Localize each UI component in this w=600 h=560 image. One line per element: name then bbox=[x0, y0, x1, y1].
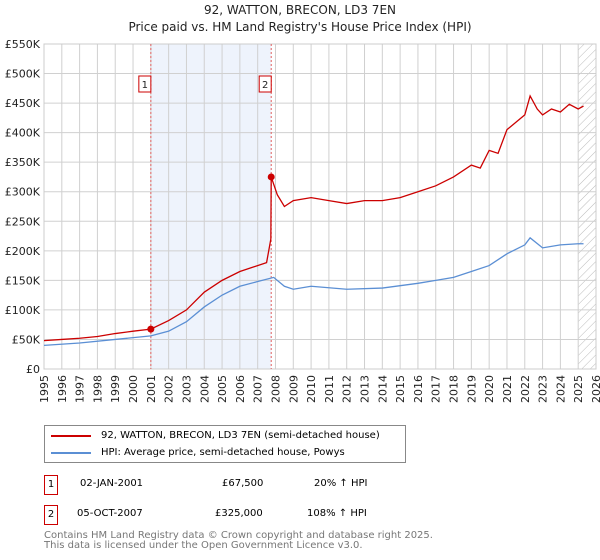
price-chart: 1995 1996 1997 1998 1999 2000 2001 2002 2003 2004… bbox=[5, 38, 600, 403]
sale-hpi: 20% ↑ HPI bbox=[314, 478, 368, 489]
sale-price: £325,000 bbox=[215, 508, 263, 519]
y-tick-label: £200K bbox=[5, 245, 41, 258]
x-tick-label: 2020 bbox=[483, 375, 496, 403]
x-tick-label: 1995 bbox=[38, 375, 51, 403]
sale-point bbox=[147, 325, 155, 333]
sale-marker-box bbox=[258, 75, 272, 93]
legend-label: 92, WATTON, BRECON, LD3 7EN (semi-detach… bbox=[101, 430, 380, 441]
sale-marker-box bbox=[138, 75, 152, 93]
series-line bbox=[43, 94, 584, 342]
x-tick-label: 1997 bbox=[74, 375, 87, 403]
x-tick-label: 2013 bbox=[359, 375, 372, 403]
x-tick-label: 2023 bbox=[537, 375, 550, 403]
y-tick-label: £0 bbox=[26, 363, 40, 376]
y-tick-label: £500K bbox=[5, 68, 41, 81]
sale-point bbox=[267, 173, 275, 181]
footer-line: This data is licensed under the Open Gov… bbox=[44, 540, 363, 551]
x-tick-label: 2022 bbox=[519, 375, 532, 403]
y-tick-label: £550K bbox=[5, 38, 41, 51]
y-tick-label: £150K bbox=[5, 274, 41, 287]
x-tick-label: 2025 bbox=[572, 375, 585, 403]
x-tick-label: 2003 bbox=[180, 375, 193, 403]
x-tick-label: 2017 bbox=[430, 375, 443, 403]
y-tick-label: £100K bbox=[5, 304, 41, 317]
x-tick-label: 2019 bbox=[465, 375, 478, 403]
y-tick-label: £300K bbox=[5, 186, 41, 199]
x-tick-label: 2021 bbox=[501, 375, 514, 403]
x-tick-label: 2015 bbox=[394, 375, 407, 403]
legend-label: HPI: Average price, semi-detached house,… bbox=[101, 447, 345, 458]
y-tick-label: £400K bbox=[5, 127, 41, 140]
y-tick-label: £450K bbox=[5, 97, 41, 110]
x-tick-label: 2016 bbox=[412, 375, 425, 403]
x-tick-label: 1999 bbox=[109, 375, 122, 403]
sale-date: 02-JAN-2001 bbox=[80, 478, 144, 489]
x-tick-label: 2005 bbox=[216, 375, 229, 403]
x-tick-label: 2010 bbox=[305, 375, 318, 403]
sale-row: 1 02-JAN-2001 £67,500 20% ↑ HPI bbox=[44, 475, 444, 495]
legend-item-hpi: HPI: Average price, semi-detached house,… bbox=[51, 447, 345, 458]
x-tick-label: 2011 bbox=[323, 375, 336, 403]
sale-price: £67,500 bbox=[222, 478, 264, 489]
sale-date: 05-OCT-2007 bbox=[77, 508, 143, 519]
footer: Contains HM Land Registry data © Crown c… bbox=[44, 531, 433, 551]
footer-line: Contains HM Land Registry data © Crown c… bbox=[44, 530, 433, 541]
legend-item-property: 92, WATTON, BRECON, LD3 7EN (semi-detach… bbox=[51, 430, 380, 441]
x-tick-label: 2026 bbox=[590, 375, 600, 403]
x-tick-label: 2012 bbox=[341, 375, 354, 403]
x-tick-label: 2008 bbox=[269, 375, 282, 403]
sale-marker-label: 2 bbox=[262, 80, 268, 91]
sale-hpi: 108% ↑ HPI bbox=[307, 508, 367, 519]
x-tick-label: 2007 bbox=[252, 375, 265, 403]
chart-legend: 92, WATTON, BRECON, LD3 7EN (semi-detach… bbox=[44, 425, 406, 463]
x-tick-label: 2001 bbox=[145, 375, 158, 403]
x-tick-label: 2002 bbox=[163, 375, 176, 403]
x-tick-label: 2014 bbox=[376, 375, 389, 403]
shaded-period bbox=[150, 44, 272, 369]
chart-subtitle: Price paid vs. HM Land Registry's House … bbox=[128, 20, 472, 34]
x-tick-label: 1996 bbox=[56, 375, 69, 403]
x-tick-label: 2000 bbox=[127, 375, 140, 403]
x-tick-label: 2009 bbox=[287, 375, 300, 403]
y-tick-label: £350K bbox=[5, 156, 41, 169]
x-tick-label: 1998 bbox=[91, 375, 104, 403]
x-tick-label: 2006 bbox=[234, 375, 247, 403]
x-tick-label: 2024 bbox=[554, 375, 567, 403]
chart-title: 92, WATTON, BRECON, LD3 7EN bbox=[203, 3, 397, 17]
y-tick-label: £250K bbox=[5, 215, 41, 228]
sale-row: 2 05-OCT-2007 £325,000 108% ↑ HPI bbox=[44, 505, 444, 525]
series-line bbox=[43, 236, 584, 347]
sale-marker-label: 1 bbox=[142, 80, 148, 91]
forecast-hatch bbox=[578, 44, 596, 369]
x-tick-label: 2004 bbox=[198, 375, 211, 403]
plot-frame bbox=[43, 43, 597, 370]
x-tick-label: 2018 bbox=[448, 375, 461, 403]
y-tick-label: £50K bbox=[12, 333, 41, 346]
sale-marker: 1 bbox=[44, 475, 58, 495]
sale-marker: 2 bbox=[44, 505, 58, 525]
